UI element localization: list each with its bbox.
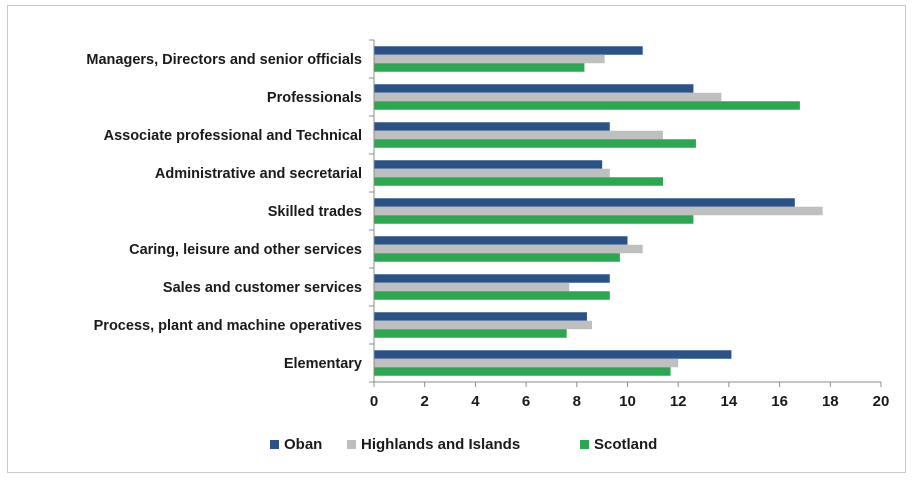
category-labels: Managers, Directors and senior officials… [86,52,362,372]
bar-scotland [374,215,694,224]
category-label: Sales and customer services [163,280,362,296]
legend-swatch [270,440,279,449]
category-label: Professionals [267,90,362,106]
category-label: Managers, Directors and senior officials [86,52,362,68]
bar-scotland [374,63,585,72]
bar-scotland [374,177,663,186]
x-tick-label: 18 [822,393,839,410]
legend-swatch [347,440,356,449]
x-tick-label: 0 [370,393,378,410]
bar-oban [374,122,610,131]
x-tick-label: 16 [771,393,788,410]
bar-oban [374,198,795,207]
bar-highlands-and-islands [374,206,823,216]
bars [374,46,823,376]
bar-highlands-and-islands [374,168,610,178]
x-tick-label: 12 [670,393,687,410]
x-tick-label: 6 [522,393,530,410]
occupation-bar-chart: Managers, Directors and senior officials… [86,39,890,453]
bar-highlands-and-islands [374,54,605,64]
bar-highlands-and-islands [374,282,570,292]
bar-scotland [374,291,610,300]
bar-oban [374,160,603,169]
bar-oban [374,236,628,245]
bar-highlands-and-islands [374,92,722,102]
category-label: Skilled trades [268,204,362,220]
x-tick-label: 2 [421,393,429,410]
category-label: Process, plant and machine operatives [94,318,362,334]
bar-scotland [374,329,567,338]
bar-oban [374,46,643,55]
bar-oban [374,350,732,359]
chart-frame: Managers, Directors and senior officials… [7,5,906,473]
x-tick-label: 10 [619,393,636,410]
bar-highlands-and-islands [374,130,663,140]
bar-highlands-and-islands [374,244,643,254]
x-tick-label: 8 [573,393,581,410]
bar-scotland [374,367,671,376]
bar-oban [374,312,587,321]
bar-scotland [374,101,800,110]
category-label: Administrative and secretarial [155,166,362,182]
x-tick-label: 4 [471,393,480,410]
bar-highlands-and-islands [374,320,593,330]
bar-oban [374,84,694,93]
category-label: Associate professional and Technical [104,128,362,144]
x-tick-label: 14 [721,393,738,410]
bar-oban [374,274,610,283]
bar-scotland [374,253,620,262]
bar-highlands-and-islands [374,358,679,368]
legend: Oban Highlands and Islands Scotland [270,436,657,453]
category-label: Caring, leisure and other services [129,242,362,258]
legend-label: Oban [284,436,322,453]
legend-label: Highlands and Islands [361,436,520,453]
x-tick-label: 20 [873,393,890,410]
legend-swatch [580,440,589,449]
legend-label: Scotland [594,436,657,453]
axes: 0 2 4 6 8 10 12 14 16 18 20 [369,39,890,410]
bar-scotland [374,139,696,148]
category-label: Elementary [284,356,362,372]
